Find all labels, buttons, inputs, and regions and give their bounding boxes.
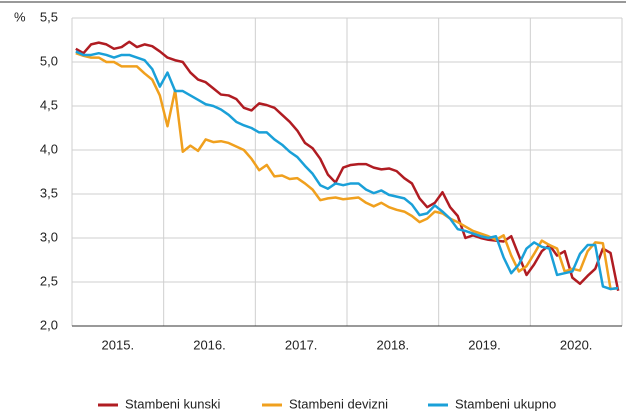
y-tick-label: 2,5 [40, 273, 58, 288]
series-line [75, 40, 620, 292]
y-tick-label: 4,5 [40, 97, 58, 112]
legend-label: Stambeni devizni [289, 396, 388, 411]
y-tick-label: 5,0 [40, 53, 58, 68]
x-tick-label: 2020. [560, 337, 593, 352]
y-tick-label: 2,0 [40, 317, 58, 332]
x-tick-label: 2017. [285, 337, 318, 352]
legend-label: Stambeni ukupno [455, 396, 556, 411]
x-tick-label: 2016. [193, 337, 226, 352]
legend-label: Stambeni kunski [125, 396, 220, 411]
x-tick-label: 2019. [468, 337, 501, 352]
y-tick-label: 4,0 [40, 141, 58, 156]
x-tick-label: 2015. [102, 337, 135, 352]
y-tick-label: 3,0 [40, 229, 58, 244]
x-tick-label: 2018. [377, 337, 410, 352]
y-tick-label: 3,5 [40, 185, 58, 200]
series-line [75, 52, 619, 291]
y-tick-label: 5,5 [40, 9, 58, 24]
series-line [75, 50, 619, 291]
y-axis-label: % [14, 9, 26, 24]
